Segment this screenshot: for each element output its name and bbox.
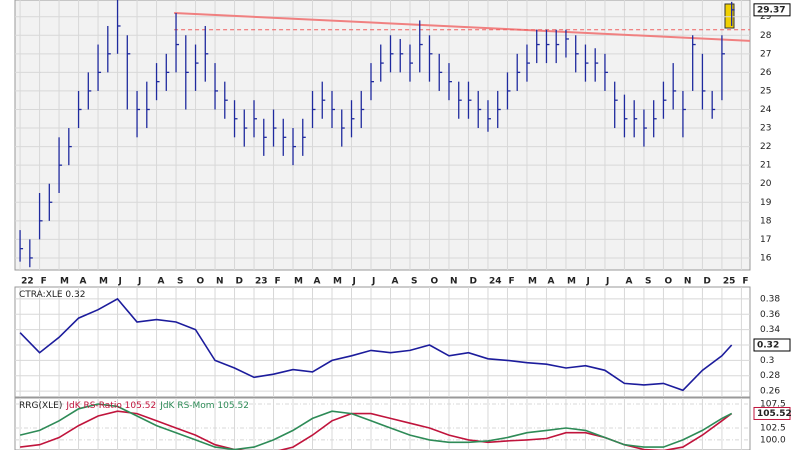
y-tick-label: 100.0 — [760, 435, 786, 445]
x-tick-label: J — [585, 277, 589, 287]
x-tick-label: N — [216, 277, 224, 287]
y-tick-label: 29 — [760, 12, 772, 22]
x-tick-label: S — [411, 277, 417, 287]
x-tick-label: M — [333, 277, 342, 287]
y-tick-label: 0.36 — [760, 310, 780, 320]
x-tick-label: S — [645, 277, 651, 287]
x-tick-label: A — [547, 277, 554, 287]
x-tick-label: N — [684, 277, 692, 287]
x-tick-label: O — [664, 277, 672, 287]
y-tick-label: 102.5 — [760, 423, 786, 433]
last-value-box — [753, 3, 791, 17]
x-tick-label: F — [41, 277, 47, 287]
y-tick-label: 0.34 — [760, 325, 780, 335]
y-tick-label: 19 — [760, 198, 772, 208]
x-tick-label: D — [236, 277, 243, 287]
highlight-box — [724, 3, 735, 29]
x-tick-label: D — [469, 277, 476, 287]
y-tick-label: 0.28 — [760, 371, 780, 381]
y-tick-label: 22 — [760, 142, 771, 152]
x-tick-label: O — [197, 277, 205, 287]
y-tick-label: 0.38 — [760, 294, 780, 304]
last-value-label: 0.32 — [757, 340, 779, 350]
panel-plot — [15, 0, 750, 270]
last-value-box — [753, 406, 791, 420]
last-value-box — [753, 338, 791, 352]
last-value-label: 29.37 — [757, 5, 785, 15]
x-tick-label: 23 — [255, 277, 268, 287]
y-tick-label: 26 — [760, 68, 772, 78]
y-tick-label: 21 — [760, 161, 771, 171]
x-tick-label: M — [294, 277, 303, 287]
x-tick-label: M — [60, 277, 69, 287]
x-tick-label: F — [742, 277, 748, 287]
y-tick-label: 18 — [760, 216, 772, 226]
y-tick-label: 23 — [760, 124, 771, 134]
x-tick-label: N — [450, 277, 458, 287]
x-tick-label: J — [371, 277, 375, 287]
x-tick-label: A — [391, 277, 398, 287]
ratio-panel — [14, 286, 751, 398]
x-tick-label: J — [605, 277, 609, 287]
panel-plot — [15, 398, 750, 450]
x-tick-label: M — [528, 277, 537, 287]
y-tick-label: 20 — [760, 179, 772, 189]
series-line — [19, 403, 733, 450]
y-tick-label: 27 — [760, 49, 771, 59]
legend-entry: JdK RS-Ratio 105.52 — [65, 401, 156, 411]
x-tick-label: A — [625, 277, 632, 287]
x-tick-label: M — [567, 277, 576, 287]
y-tick-label: 17 — [760, 235, 771, 245]
x-tick-label: D — [703, 277, 710, 287]
x-tick-label: O — [430, 277, 438, 287]
y-tick-label: 0.26 — [760, 387, 780, 397]
x-tick-label: 25 — [723, 277, 736, 287]
y-tick-label: 107.5 — [760, 399, 786, 409]
series-line — [19, 297, 733, 392]
x-tick-label: A — [80, 277, 87, 287]
last-value-label: 105.52 — [757, 409, 792, 419]
x-tick-label: 22 — [21, 277, 34, 287]
y-tick-label: 0.3 — [760, 356, 774, 366]
x-tick-label: F — [275, 277, 281, 287]
x-tick-label: A — [158, 277, 165, 287]
y-tick-label: 28 — [760, 31, 772, 41]
panel-plot — [15, 287, 750, 397]
panel-title-text: CTRA:XLE 0.32 — [19, 290, 85, 300]
x-tick-label: A — [314, 277, 321, 287]
x-tick-label: J — [352, 277, 356, 287]
price-panel — [14, 0, 751, 271]
panel-title: CTRA:XLE 0.32 — [19, 290, 85, 300]
trendline — [174, 11, 750, 42]
x-tick-label: J — [137, 277, 141, 287]
x-tick-label: S — [177, 277, 183, 287]
panel-title-text: RRG(XLE) — [19, 401, 62, 411]
x-tick-label: 24 — [489, 277, 502, 287]
y-tick-label: 16 — [760, 253, 772, 263]
x-tick-label: M — [99, 277, 108, 287]
panel-title: RRG(XLE) JdK RS-Ratio 105.52 JdK RS-Mom 10… — [19, 401, 249, 411]
legend-entry: JdK RS-Mom 105.52 — [159, 401, 249, 411]
x-tick-label: J — [118, 277, 122, 287]
x-tick-label: F — [508, 277, 514, 287]
y-tick-label: 25 — [760, 86, 771, 96]
y-tick-label: 24 — [760, 105, 772, 115]
